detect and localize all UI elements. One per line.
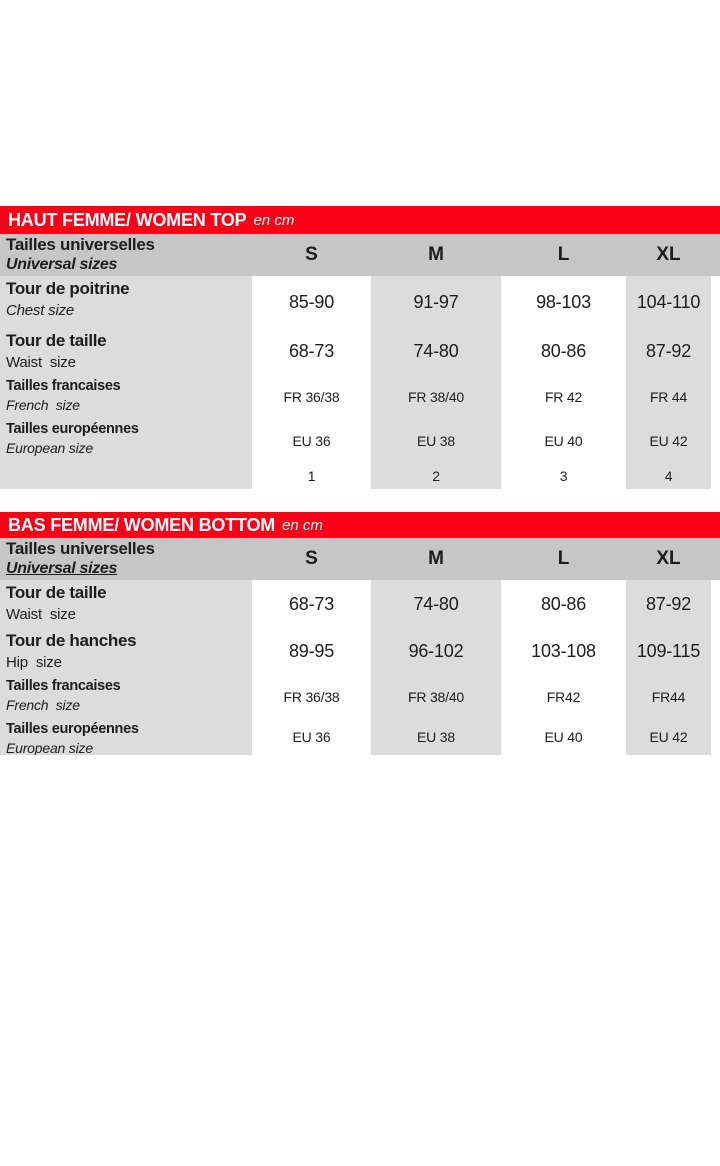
row-universal-number: 1 2 3 4 <box>0 463 720 489</box>
column-header-xl: XL <box>656 548 681 569</box>
row-label-en: Hip size <box>6 654 62 671</box>
row-label-fr: Tour de poitrine <box>6 279 130 298</box>
table-header-row: Tailles universelles Universal sizes S M… <box>0 234 720 276</box>
column-header-m: M <box>428 548 444 569</box>
size-value-cell: FR42 <box>505 675 622 718</box>
size-value-cell: FR 42 <box>505 375 622 418</box>
column-header-l: L <box>557 548 570 569</box>
row-waist: Tour de taille Waist size 68-73 74-80 80… <box>0 328 720 375</box>
size-value-cell: 1 <box>256 463 367 489</box>
row-label-en: French size <box>6 397 80 413</box>
size-value-cell: EU 36 <box>256 418 367 463</box>
row-french-size: Tailles francaises French size FR 36/38 … <box>0 375 720 418</box>
size-value-cell: 109-115 <box>626 628 711 675</box>
size-value-cell: 91-97 <box>371 276 501 328</box>
row-label-fr: Tour de hanches <box>6 631 137 650</box>
row-label-en: European size <box>6 440 93 456</box>
column-header-xl: XL <box>656 244 681 265</box>
row-label-en: European size <box>6 740 93 755</box>
row-label-en: Waist size <box>6 606 76 623</box>
row-label-en: French size <box>6 697 80 713</box>
column-header-l: L <box>557 244 570 265</box>
size-value-cell: 103-108 <box>505 628 622 675</box>
row-label-fr: Tailles francaises <box>6 678 121 694</box>
size-value-cell: EU 36 <box>256 718 367 755</box>
size-value-cell: EU 42 <box>626 418 711 463</box>
size-value-cell: EU 42 <box>626 718 711 755</box>
size-value-cell: 74-80 <box>371 580 501 628</box>
size-value-cell: 87-92 <box>626 328 711 375</box>
header-label-en: Universal sizes <box>6 560 118 577</box>
row-waist: Tour de taille Waist size 68-73 74-80 80… <box>0 580 720 628</box>
size-value-cell: EU 40 <box>505 418 622 463</box>
size-value-cell: FR 36/38 <box>256 375 367 418</box>
size-value-cell: 89-95 <box>256 628 367 675</box>
size-value-cell: FR 36/38 <box>256 675 367 718</box>
row-label-fr: Tour de taille <box>6 583 107 602</box>
size-value-cell: 104-110 <box>626 276 711 328</box>
size-value-cell: 80-86 <box>505 328 622 375</box>
size-value-cell: 3 <box>505 463 622 489</box>
size-value-cell: FR44 <box>626 675 711 718</box>
row-label-en: Chest size <box>6 302 75 319</box>
size-value-cell: 74-80 <box>371 328 501 375</box>
size-value-cell: FR 38/40 <box>371 675 501 718</box>
women-bottom-size-table: BAS FEMME/ WOMEN BOTTOM en cm Tailles un… <box>0 512 720 755</box>
header-label-en: Universal sizes <box>6 256 118 273</box>
size-value-cell: 98-103 <box>505 276 622 328</box>
header-label-fr: Tailles universelles <box>6 539 155 558</box>
banner-unit-label: en cm <box>282 517 323 534</box>
row-label-fr: Tour de taille <box>6 331 107 350</box>
size-value-cell: FR 38/40 <box>371 375 501 418</box>
column-header-s: S <box>305 244 318 265</box>
banner-title: BAS FEMME/ WOMEN BOTTOM <box>8 514 276 535</box>
row-chest: Tour de poitrine Chest size 85-90 91-97 … <box>0 276 720 328</box>
size-value-cell: 85-90 <box>256 276 367 328</box>
table-banner: BAS FEMME/ WOMEN BOTTOM en cm <box>0 512 720 538</box>
women-top-size-table: HAUT FEMME/ WOMEN TOP en cm Tailles univ… <box>0 206 720 489</box>
size-value-cell: EU 40 <box>505 718 622 755</box>
banner-title: HAUT FEMME/ WOMEN TOP <box>8 209 247 230</box>
size-chart-sheet: HAUT FEMME/ WOMEN TOP en cm Tailles univ… <box>0 206 720 755</box>
size-value-cell: 87-92 <box>626 580 711 628</box>
size-value-cell: 2 <box>371 463 501 489</box>
row-label-en: Waist size <box>6 354 76 371</box>
size-value-cell: 68-73 <box>256 580 367 628</box>
size-value-cell: EU 38 <box>371 718 501 755</box>
table-header-row: Tailles universelles Universal sizes S M… <box>0 538 720 580</box>
header-label: Tailles universelles Universal sizes <box>0 538 252 580</box>
row-european-size: Tailles européennes European size EU 36 … <box>0 418 720 463</box>
size-value-cell: EU 38 <box>371 418 501 463</box>
header-label: Tailles universelles Universal sizes <box>0 234 252 276</box>
size-value-cell: FR 44 <box>626 375 711 418</box>
column-header-m: M <box>428 244 444 265</box>
row-french-size: Tailles francaises French size FR 36/38 … <box>0 675 720 718</box>
column-header-s: S <box>305 548 318 569</box>
row-label-fr: Tailles européennes <box>6 421 139 437</box>
size-value-cell: 68-73 <box>256 328 367 375</box>
size-value-cell: 80-86 <box>505 580 622 628</box>
row-label-fr: Tailles francaises <box>6 378 121 394</box>
header-label-fr: Tailles universelles <box>6 235 155 254</box>
size-value-cell: 4 <box>626 463 711 489</box>
row-label-fr: Tailles européennes <box>6 721 139 737</box>
banner-unit-label: en cm <box>253 212 295 229</box>
table-banner: HAUT FEMME/ WOMEN TOP en cm <box>0 206 720 234</box>
row-european-size: Tailles européennes European size EU 36 … <box>0 718 720 755</box>
size-value-cell: 96-102 <box>371 628 501 675</box>
row-hip: Tour de hanches Hip size 89-95 96-102 10… <box>0 628 720 675</box>
